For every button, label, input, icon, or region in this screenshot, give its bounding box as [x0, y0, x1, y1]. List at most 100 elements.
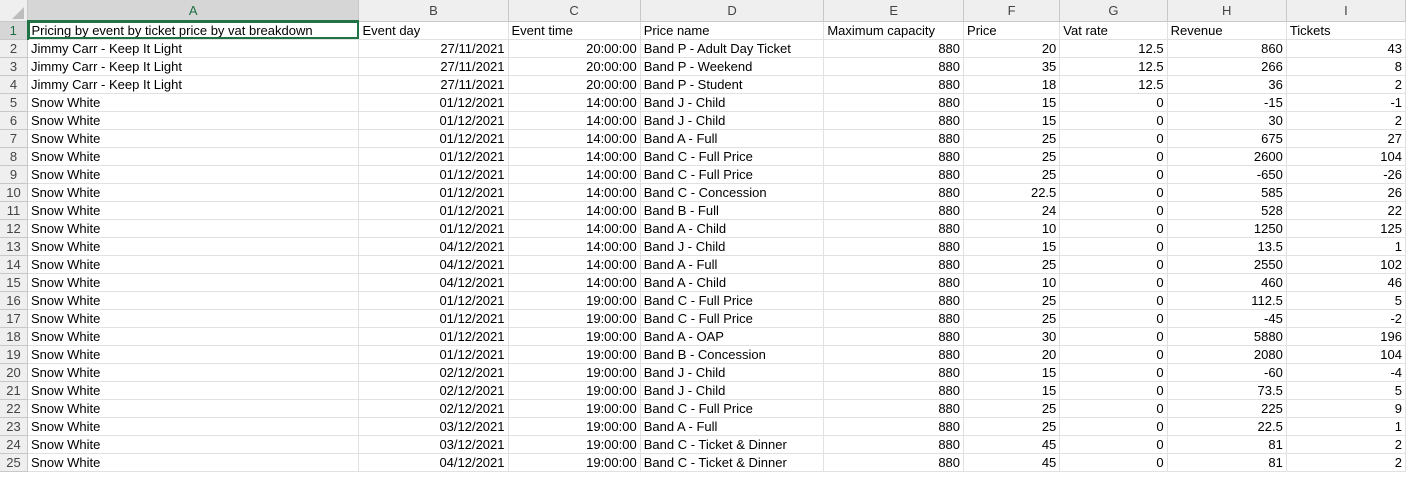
cell[interactable]: 14:00:00	[508, 147, 641, 166]
cell[interactable]: Snow White	[27, 147, 360, 166]
cell[interactable]: 01/12/2021	[358, 129, 509, 148]
column-header-I[interactable]: I	[1286, 0, 1406, 22]
cell[interactable]: 19:00:00	[508, 417, 641, 436]
cell[interactable]: 12.5	[1059, 39, 1168, 58]
cell[interactable]: 27	[1286, 129, 1406, 148]
cell[interactable]: 880	[823, 75, 965, 94]
cell[interactable]: 01/12/2021	[358, 183, 509, 202]
cell[interactable]: 0	[1059, 399, 1168, 418]
cell[interactable]: 266	[1167, 57, 1287, 76]
cell[interactable]: 2550	[1167, 255, 1287, 274]
cell[interactable]: 5	[1286, 381, 1406, 400]
cell[interactable]: 35	[963, 57, 1061, 76]
cell[interactable]: -1	[1286, 93, 1406, 112]
cell[interactable]: 8	[1286, 57, 1406, 76]
cell[interactable]: 880	[823, 273, 965, 292]
cell[interactable]: Snow White	[27, 363, 360, 382]
cell[interactable]: 125	[1286, 219, 1406, 238]
cell[interactable]: 45	[963, 435, 1061, 454]
cell[interactable]: 25	[963, 309, 1061, 328]
cell[interactable]: -26	[1286, 165, 1406, 184]
select-all-button[interactable]	[0, 0, 28, 22]
cell[interactable]: 19:00:00	[508, 363, 641, 382]
cell[interactable]: Band P - Weekend	[640, 57, 825, 76]
cell[interactable]: 880	[823, 327, 965, 346]
cell[interactable]: 14:00:00	[508, 165, 641, 184]
cell[interactable]: 102	[1286, 255, 1406, 274]
header-cell[interactable]: Price	[963, 21, 1061, 40]
cell[interactable]: 880	[823, 345, 965, 364]
cell[interactable]: 04/12/2021	[358, 255, 509, 274]
cell[interactable]: Band P - Adult Day Ticket	[640, 39, 825, 58]
cell[interactable]: 196	[1286, 327, 1406, 346]
cell[interactable]: 19:00:00	[508, 309, 641, 328]
cell[interactable]: 03/12/2021	[358, 417, 509, 436]
cell[interactable]: 880	[823, 147, 965, 166]
row-header[interactable]: 11	[0, 201, 28, 220]
row-header[interactable]: 2	[0, 39, 28, 58]
cell[interactable]: 0	[1059, 417, 1168, 436]
cell[interactable]: Snow White	[27, 291, 360, 310]
cell[interactable]: Band A - Child	[640, 273, 825, 292]
cell[interactable]: Band P - Student	[640, 75, 825, 94]
cell[interactable]: 02/12/2021	[358, 381, 509, 400]
cell[interactable]: Snow White	[27, 345, 360, 364]
cell[interactable]: Band J - Child	[640, 237, 825, 256]
cell[interactable]: 46	[1286, 273, 1406, 292]
cell[interactable]: 880	[823, 93, 965, 112]
cell[interactable]: 0	[1059, 453, 1168, 472]
header-cell[interactable]: Vat rate	[1059, 21, 1168, 40]
row-header[interactable]: 6	[0, 111, 28, 130]
cell[interactable]: Snow White	[27, 93, 360, 112]
cell[interactable]: 880	[823, 129, 965, 148]
row-header[interactable]: 4	[0, 75, 28, 94]
cell[interactable]: 03/12/2021	[358, 435, 509, 454]
cell[interactable]: Band J - Child	[640, 381, 825, 400]
cell[interactable]: 14:00:00	[508, 255, 641, 274]
cell[interactable]: 880	[823, 183, 965, 202]
cell[interactable]: 860	[1167, 39, 1287, 58]
cell[interactable]: 1250	[1167, 219, 1287, 238]
column-header-D[interactable]: D	[640, 0, 825, 22]
cell[interactable]: Snow White	[27, 111, 360, 130]
row-header[interactable]: 5	[0, 93, 28, 112]
cell[interactable]: 01/12/2021	[358, 201, 509, 220]
cell[interactable]: Jimmy Carr - Keep It Light	[27, 39, 360, 58]
cell[interactable]: 45	[963, 453, 1061, 472]
row-header[interactable]: 1	[0, 21, 29, 40]
cell[interactable]: 0	[1059, 129, 1168, 148]
cell[interactable]: 25	[963, 129, 1061, 148]
cell[interactable]: Snow White	[27, 201, 360, 220]
cell[interactable]: 25	[963, 147, 1061, 166]
cell[interactable]: 5	[1286, 291, 1406, 310]
cell[interactable]: 880	[823, 255, 965, 274]
cell[interactable]: Band C - Concession	[640, 183, 825, 202]
cell[interactable]: Snow White	[27, 219, 360, 238]
cell[interactable]: 880	[823, 363, 965, 382]
header-cell[interactable]: Pricing by event by ticket price by vat …	[27, 21, 360, 40]
cell[interactable]: 26	[1286, 183, 1406, 202]
cell[interactable]: 14:00:00	[508, 111, 641, 130]
cell[interactable]: Band B - Full	[640, 201, 825, 220]
cell[interactable]: 19:00:00	[508, 381, 641, 400]
cell[interactable]: 10	[963, 273, 1061, 292]
cell[interactable]: 2	[1286, 111, 1406, 130]
cell[interactable]: 81	[1167, 453, 1287, 472]
cell[interactable]: Band J - Child	[640, 93, 825, 112]
cell[interactable]: Jimmy Carr - Keep It Light	[27, 57, 360, 76]
cell[interactable]: 14:00:00	[508, 219, 641, 238]
column-header-F[interactable]: F	[963, 0, 1061, 22]
column-header-G[interactable]: G	[1059, 0, 1168, 22]
cell[interactable]: 15	[963, 111, 1061, 130]
cell[interactable]: Snow White	[27, 183, 360, 202]
cell[interactable]: 1	[1286, 237, 1406, 256]
cell[interactable]: 2600	[1167, 147, 1287, 166]
cell[interactable]: 30	[963, 327, 1061, 346]
cell[interactable]: Snow White	[27, 399, 360, 418]
cell[interactable]: 43	[1286, 39, 1406, 58]
cell[interactable]: 0	[1059, 183, 1168, 202]
cell[interactable]: -15	[1167, 93, 1287, 112]
row-header[interactable]: 16	[0, 291, 28, 310]
cell[interactable]: 19:00:00	[508, 291, 641, 310]
cell[interactable]: 13.5	[1167, 237, 1287, 256]
